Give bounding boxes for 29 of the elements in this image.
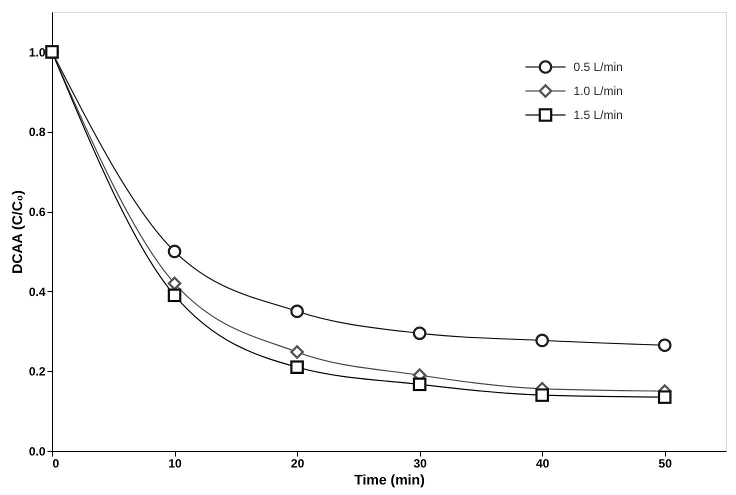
point	[290, 304, 304, 318]
y-tick-label: 1.0	[28, 45, 46, 60]
y-axis-title: DCAA (C/C₀)	[8, 190, 25, 274]
y-tick-label: 0.8	[28, 125, 46, 140]
point	[168, 276, 182, 290]
y-tick-label: 0.6	[28, 205, 46, 220]
y-tick-label: 0.2	[28, 364, 46, 379]
y-tick-label: 0.0	[28, 444, 46, 458]
x-tick-label: 30	[413, 456, 428, 470]
x-tick-label: 20	[290, 456, 305, 470]
point	[535, 388, 549, 402]
point	[535, 334, 549, 348]
point	[290, 360, 304, 374]
point	[412, 378, 426, 392]
point	[168, 288, 182, 302]
point	[168, 244, 182, 258]
y-tick-label: 0.4	[28, 284, 46, 299]
legend-label: 0.5 L/min	[573, 60, 623, 74]
point	[412, 326, 426, 340]
x-tick-label: 40	[536, 456, 550, 470]
legend-label: 1.5 L/min	[573, 108, 623, 122]
x-tick-label: 50	[658, 456, 672, 470]
legend-label: 1.0 L/min	[573, 84, 623, 98]
x-tick-label: 10	[168, 456, 182, 470]
point	[290, 345, 304, 359]
x-axis-title: Time (min)	[354, 472, 425, 488]
point	[658, 338, 672, 352]
x-tick-label: 0	[52, 456, 60, 470]
point	[658, 390, 672, 404]
